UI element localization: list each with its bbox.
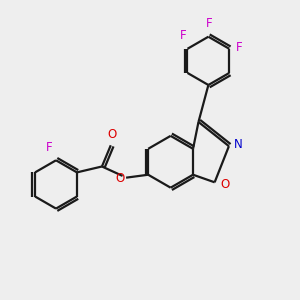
Text: F: F [206,17,213,30]
Text: F: F [180,29,187,42]
Text: O: O [107,128,116,141]
Text: N: N [234,138,243,151]
Text: F: F [46,141,52,154]
Text: O: O [116,172,124,185]
Text: O: O [220,178,229,191]
Text: F: F [236,41,242,54]
